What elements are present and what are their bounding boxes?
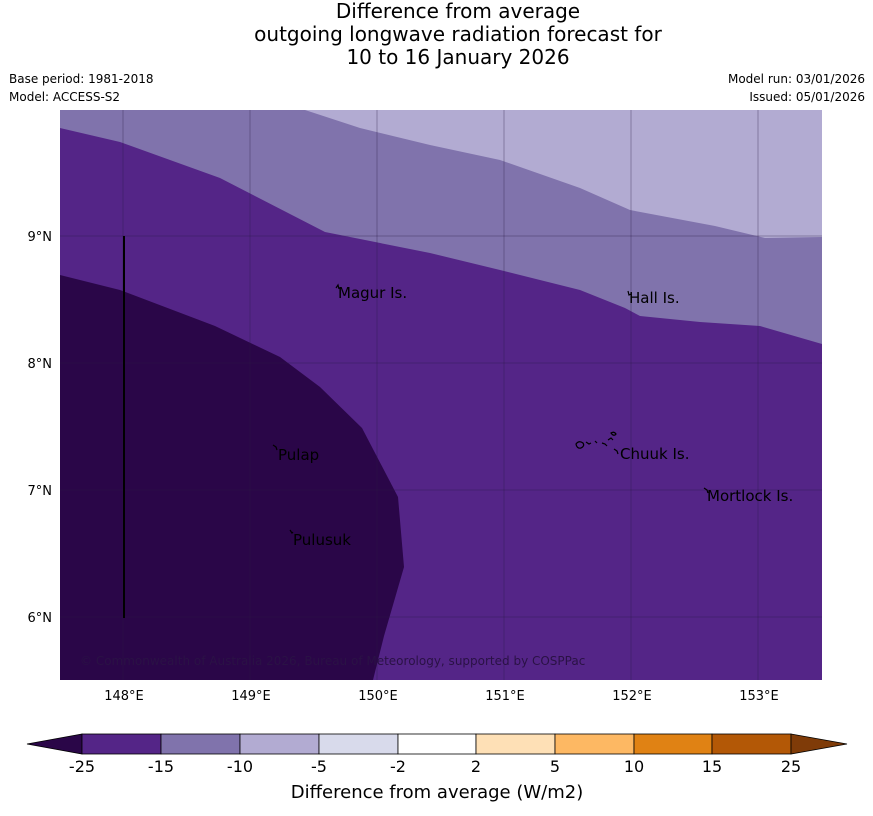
chart-title: Difference from average outgoing longwav… — [0, 0, 873, 69]
meta-left: Base period: 1981-2018 Model: ACCESS-S2 — [9, 70, 154, 106]
colorbar-bin-2-5 — [475, 733, 556, 755]
place-label-mortlock: Mortlock Is. — [707, 487, 793, 505]
region-minus10-to-minus5 — [305, 110, 822, 238]
island-marks — [272, 283, 709, 534]
copyright-notice: © Commonwealth of Australia 2026, Bureau… — [80, 654, 585, 668]
lon-label-153e: 153°E — [739, 689, 779, 704]
lon-label-150e: 150°E — [358, 689, 398, 704]
place-label-pulusuk: Pulusuk — [293, 531, 351, 549]
colorbar-bin-minus5-minus2 — [318, 733, 399, 755]
colorbar-bin-minus2-2 — [397, 733, 477, 755]
island-mortlock — [703, 487, 709, 494]
colorbar-tick: -15 — [148, 757, 174, 776]
colorbar-tick: 25 — [781, 757, 801, 776]
place-label-pulap: Pulap — [278, 446, 319, 464]
lat-label-9n: 9°N — [28, 230, 53, 245]
base-period: Base period: 1981-2018 — [9, 72, 154, 86]
colorbar-bin-10-15 — [633, 733, 713, 755]
lat-label-6n: 6°N — [28, 611, 53, 626]
colorbar-title: Difference from average (W/m2) — [291, 782, 583, 803]
colorbar-tick: 2 — [471, 757, 481, 776]
colorbar-bin-minus15-minus10 — [160, 733, 241, 755]
place-label-magur: Magur Is. — [338, 284, 407, 302]
colorbar-bin-5-10 — [554, 733, 635, 755]
colorbar-tick: 5 — [550, 757, 560, 776]
map-panel: Magur Is. Hall Is. Pulap Chuuk Is. Mortl… — [60, 110, 822, 680]
place-label-hall: Hall Is. — [629, 289, 680, 307]
colorbar-tick: -2 — [390, 757, 406, 776]
colorbar-extend-low — [26, 733, 83, 755]
colorbar-tick-labels: -25 -15 -10 -5 -2 2 5 10 15 25 — [69, 757, 801, 776]
island-chuuk-lagoon — [575, 431, 619, 455]
model-run: Model run: 03/01/2026 — [727, 72, 865, 86]
lon-label-149e: 149°E — [231, 689, 271, 704]
latitude-axis: 9°N 8°N 7°N 6°N — [28, 230, 53, 626]
grid-lines — [60, 110, 822, 680]
place-label-chuuk: Chuuk Is. — [620, 445, 689, 463]
colorbar-bin-minus25-minus15 — [81, 733, 162, 755]
colorbar-tick: -5 — [311, 757, 327, 776]
lat-label-8n: 8°N — [28, 357, 53, 372]
title-line-2: outgoing longwave radiation forecast for — [254, 22, 662, 46]
colorbar-tick: 10 — [624, 757, 644, 776]
region-below-minus25 — [60, 275, 404, 680]
lon-label-151e: 151°E — [485, 689, 525, 704]
colorbar-extend-high — [790, 733, 848, 755]
island-magur — [335, 283, 340, 290]
lat-label-7n: 7°N — [28, 484, 53, 499]
issued-date: Issued: 05/01/2026 — [749, 90, 865, 104]
longitude-axis: 148°E 149°E 150°E 151°E 152°E 153°E — [104, 689, 779, 704]
colorbar-bin-15-25 — [711, 733, 792, 755]
lon-label-152e: 152°E — [612, 689, 652, 704]
colorbar — [26, 733, 848, 755]
colorbar-tick: -10 — [227, 757, 253, 776]
island-hall — [627, 290, 632, 296]
island-pulap — [272, 444, 278, 451]
colorbar-tick: 15 — [702, 757, 722, 776]
colorbar-bin-minus10-minus5 — [239, 733, 320, 755]
meta-right: Model run: 03/01/2026 Issued: 05/01/2026 — [728, 70, 865, 106]
title-line-3: 10 to 16 January 2026 — [346, 45, 570, 69]
title-line-1: Difference from average — [335, 0, 581, 23]
colorbar-tick: -25 — [69, 757, 95, 776]
island-pulusuk — [289, 529, 294, 534]
model-name: Model: ACCESS-S2 — [9, 90, 121, 104]
lon-label-148e: 148°E — [104, 689, 144, 704]
